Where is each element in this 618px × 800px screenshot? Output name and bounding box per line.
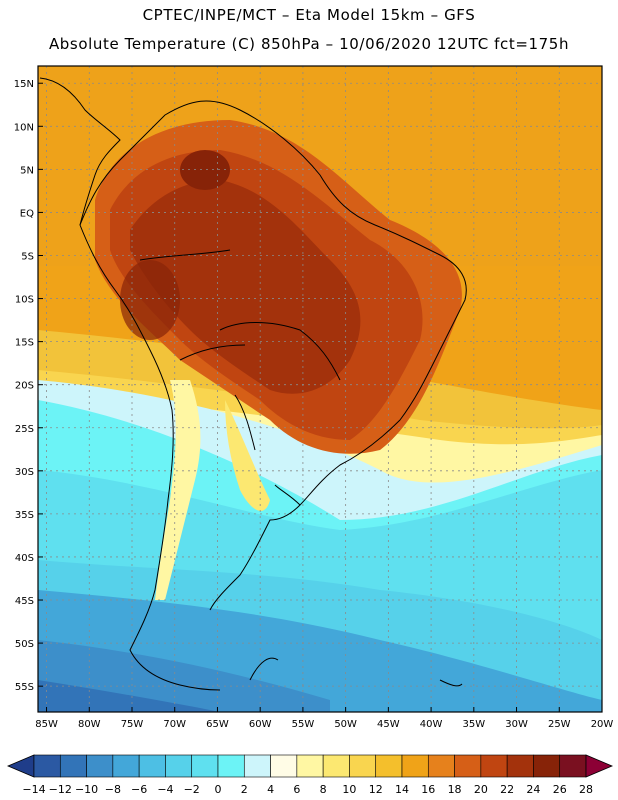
colorbar-swatch	[112, 754, 140, 778]
colorbar-label: 16	[421, 783, 435, 796]
longitude-label: 55W	[292, 719, 315, 730]
chart-title-line2: Absolute Temperature (C) 850hPa – 10/06/…	[48, 35, 570, 53]
colorbar-label: 24	[526, 783, 540, 796]
latitude-label: 30S	[15, 467, 34, 478]
colorbar-swatch	[506, 754, 534, 778]
longitude-label: 80W	[78, 719, 101, 730]
latitude-label: 5S	[21, 251, 34, 262]
longitude-label: 35W	[463, 719, 486, 730]
colorbar-swatch	[427, 754, 455, 778]
colorbar-label: −2	[184, 783, 200, 796]
longitude-labels: 85W 80W 75W 70W 65W 60W 55W 50W 45W 40W 35W 30W 25W 2…	[35, 707, 613, 730]
latitude-label: 45S	[15, 596, 34, 607]
temperature-field	[38, 66, 602, 712]
colorbar-arrow-low	[6, 754, 35, 778]
colorbar-label: 8	[320, 783, 327, 796]
colorbar-label: 12	[369, 783, 383, 796]
coastlines	[39, 77, 467, 691]
colorbar-label: 0	[215, 783, 222, 796]
colorbar-swatch	[138, 754, 166, 778]
colorbar-swatch	[533, 754, 561, 778]
colorbar-swatch	[559, 754, 587, 778]
colorbar-label: 10	[342, 783, 356, 796]
colorbar-swatch	[33, 754, 61, 778]
colorbar-swatch	[86, 754, 114, 778]
colorbar-label: 22	[500, 783, 514, 796]
colorbar-label: 20	[474, 783, 488, 796]
latitude-label: 55S	[15, 682, 34, 693]
colorbar-label: −6	[131, 783, 147, 796]
longitude-label: 85W	[35, 719, 58, 730]
longitude-label: 60W	[249, 719, 272, 730]
colorbar-label: 6	[293, 783, 300, 796]
chart-title-line1: CPTEC/INPE/MCT – Eta Model 15km – GFS	[142, 6, 476, 24]
longitude-label: 50W	[334, 719, 357, 730]
colorbar-label: −10	[75, 783, 98, 796]
longitude-label: 65W	[206, 719, 229, 730]
colorbar-swatch	[243, 754, 271, 778]
colorbar-swatch	[59, 754, 87, 778]
colorbar-swatch	[217, 754, 245, 778]
latitude-label: 15S	[15, 338, 34, 349]
colorbar-swatch	[480, 754, 508, 778]
colorbar-label: −8	[105, 783, 121, 796]
colorbar-label: 18	[448, 783, 462, 796]
latitude-label: EQ	[20, 208, 34, 219]
colorbar-label: 14	[395, 783, 409, 796]
longitude-label: 30W	[505, 719, 528, 730]
colorbar-label: 4	[267, 783, 274, 796]
colorbar-swatch	[296, 754, 324, 778]
colorbar-swatch	[401, 754, 429, 778]
longitude-label: 75W	[121, 719, 144, 730]
colorbar-swatch	[191, 754, 219, 778]
colorbar-label: −4	[157, 783, 173, 796]
longitude-label: 70W	[163, 719, 186, 730]
latitude-label: 50S	[15, 639, 34, 650]
latitude-label: 10S	[15, 295, 34, 306]
latitude-label: 35S	[15, 510, 34, 521]
latitude-labels: 15N 10N 5N EQ 5S 10S 15S 20S 25S 30S 35S 40S 45S 50S 5…	[14, 79, 43, 693]
latitude-label: 15N	[14, 79, 34, 90]
colorbar-label: −14	[22, 783, 45, 796]
colorbar-label: −12	[49, 783, 72, 796]
colorbar-swatch	[165, 754, 193, 778]
latitude-label: 25S	[15, 424, 34, 435]
latitude-label: 5N	[20, 165, 34, 176]
latitude-label: 10N	[14, 122, 34, 133]
colorbar-swatch	[270, 754, 298, 778]
longitude-label: 40W	[420, 719, 443, 730]
colorbar-swatch	[454, 754, 482, 778]
graticule	[38, 66, 602, 712]
colorbar-swatch	[349, 754, 377, 778]
longitude-label: 20W	[591, 719, 614, 730]
longitude-label: 25W	[548, 719, 571, 730]
colorbar-label: 2	[241, 783, 248, 796]
colorbar-label: 26	[553, 783, 567, 796]
latitude-label: 40S	[15, 553, 34, 564]
colorbar-swatch	[322, 754, 350, 778]
longitude-label: 45W	[377, 719, 400, 730]
colorbar-arrow-high	[585, 754, 614, 778]
colorbar-label: 28	[579, 783, 593, 796]
latitude-label: 20S	[15, 381, 34, 392]
colorbar-swatch	[375, 754, 403, 778]
